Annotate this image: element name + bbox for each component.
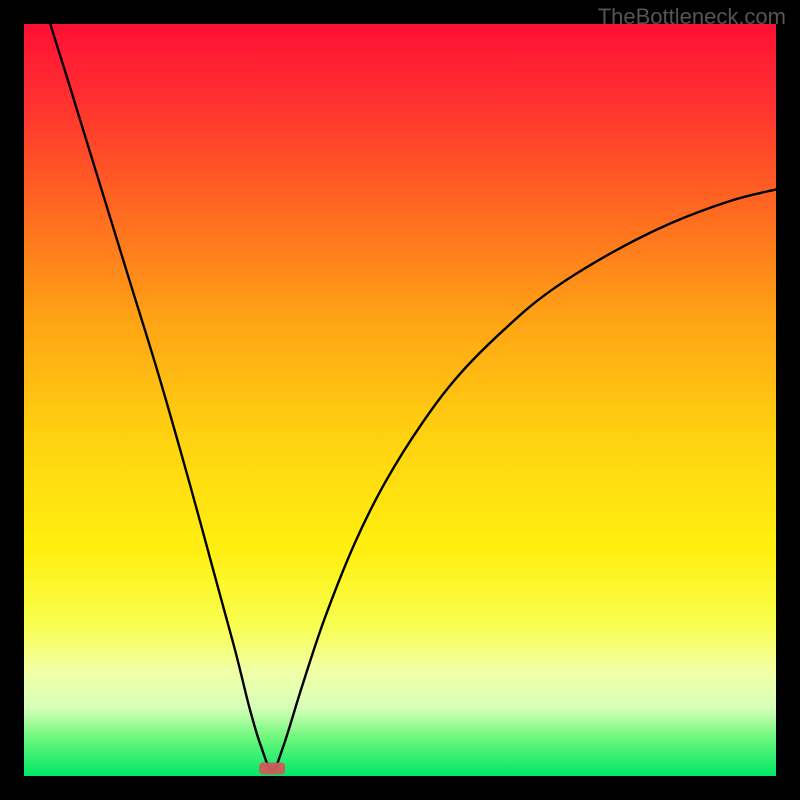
- chart-wrap: TheBottleneck.com: [0, 0, 800, 800]
- watermark-text: TheBottleneck.com: [598, 4, 786, 30]
- minimum-marker: [259, 762, 285, 774]
- chart-canvas: [0, 0, 800, 800]
- plot-background: [24, 24, 776, 776]
